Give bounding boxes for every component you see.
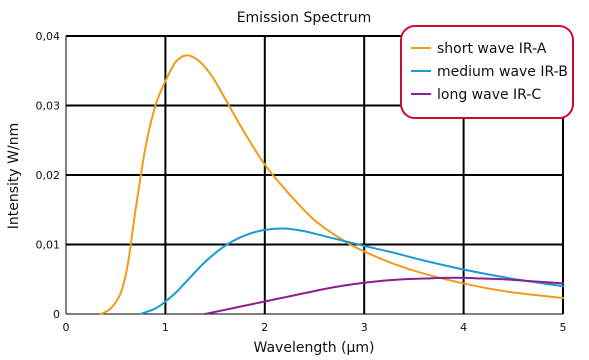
chart-title: Emission Spectrum xyxy=(237,10,372,26)
x-tick-label: 0 xyxy=(63,321,70,334)
x-axis-title: Wavelength (µm) xyxy=(254,340,375,356)
tick-labels: 0 1 2 3 4 5 0 0,01 0,02 0,03 0,04 xyxy=(36,30,567,334)
legend-label: long wave IR-C xyxy=(437,87,541,103)
legend-items: short wave IR-A medium wave IR-B long wave… xyxy=(411,41,568,103)
series-line-1 xyxy=(99,54,564,315)
legend-label: short wave IR-A xyxy=(437,41,547,57)
y-tick-label: 0,01 xyxy=(36,239,61,252)
y-tick-label: 0,02 xyxy=(36,169,61,182)
series-line-3 xyxy=(204,276,564,315)
series-line-2 xyxy=(139,227,564,315)
x-tick-label: 5 xyxy=(560,321,567,334)
legend: short wave IR-A medium wave IR-B long wave… xyxy=(400,25,574,119)
series-lines xyxy=(99,54,564,315)
legend-box xyxy=(400,25,574,119)
x-tick-label: 2 xyxy=(261,321,268,334)
legend-label: medium wave IR-B xyxy=(437,64,568,80)
y-tick-label: 0,04 xyxy=(36,30,61,43)
x-tick-label: 1 xyxy=(162,321,169,334)
x-tick-label: 4 xyxy=(460,321,467,334)
y-axis-title: Intensity W/nm xyxy=(6,123,22,229)
y-tick-label: 0,03 xyxy=(36,100,61,113)
x-tick-label: 3 xyxy=(361,321,368,334)
y-tick-label: 0 xyxy=(53,308,60,321)
